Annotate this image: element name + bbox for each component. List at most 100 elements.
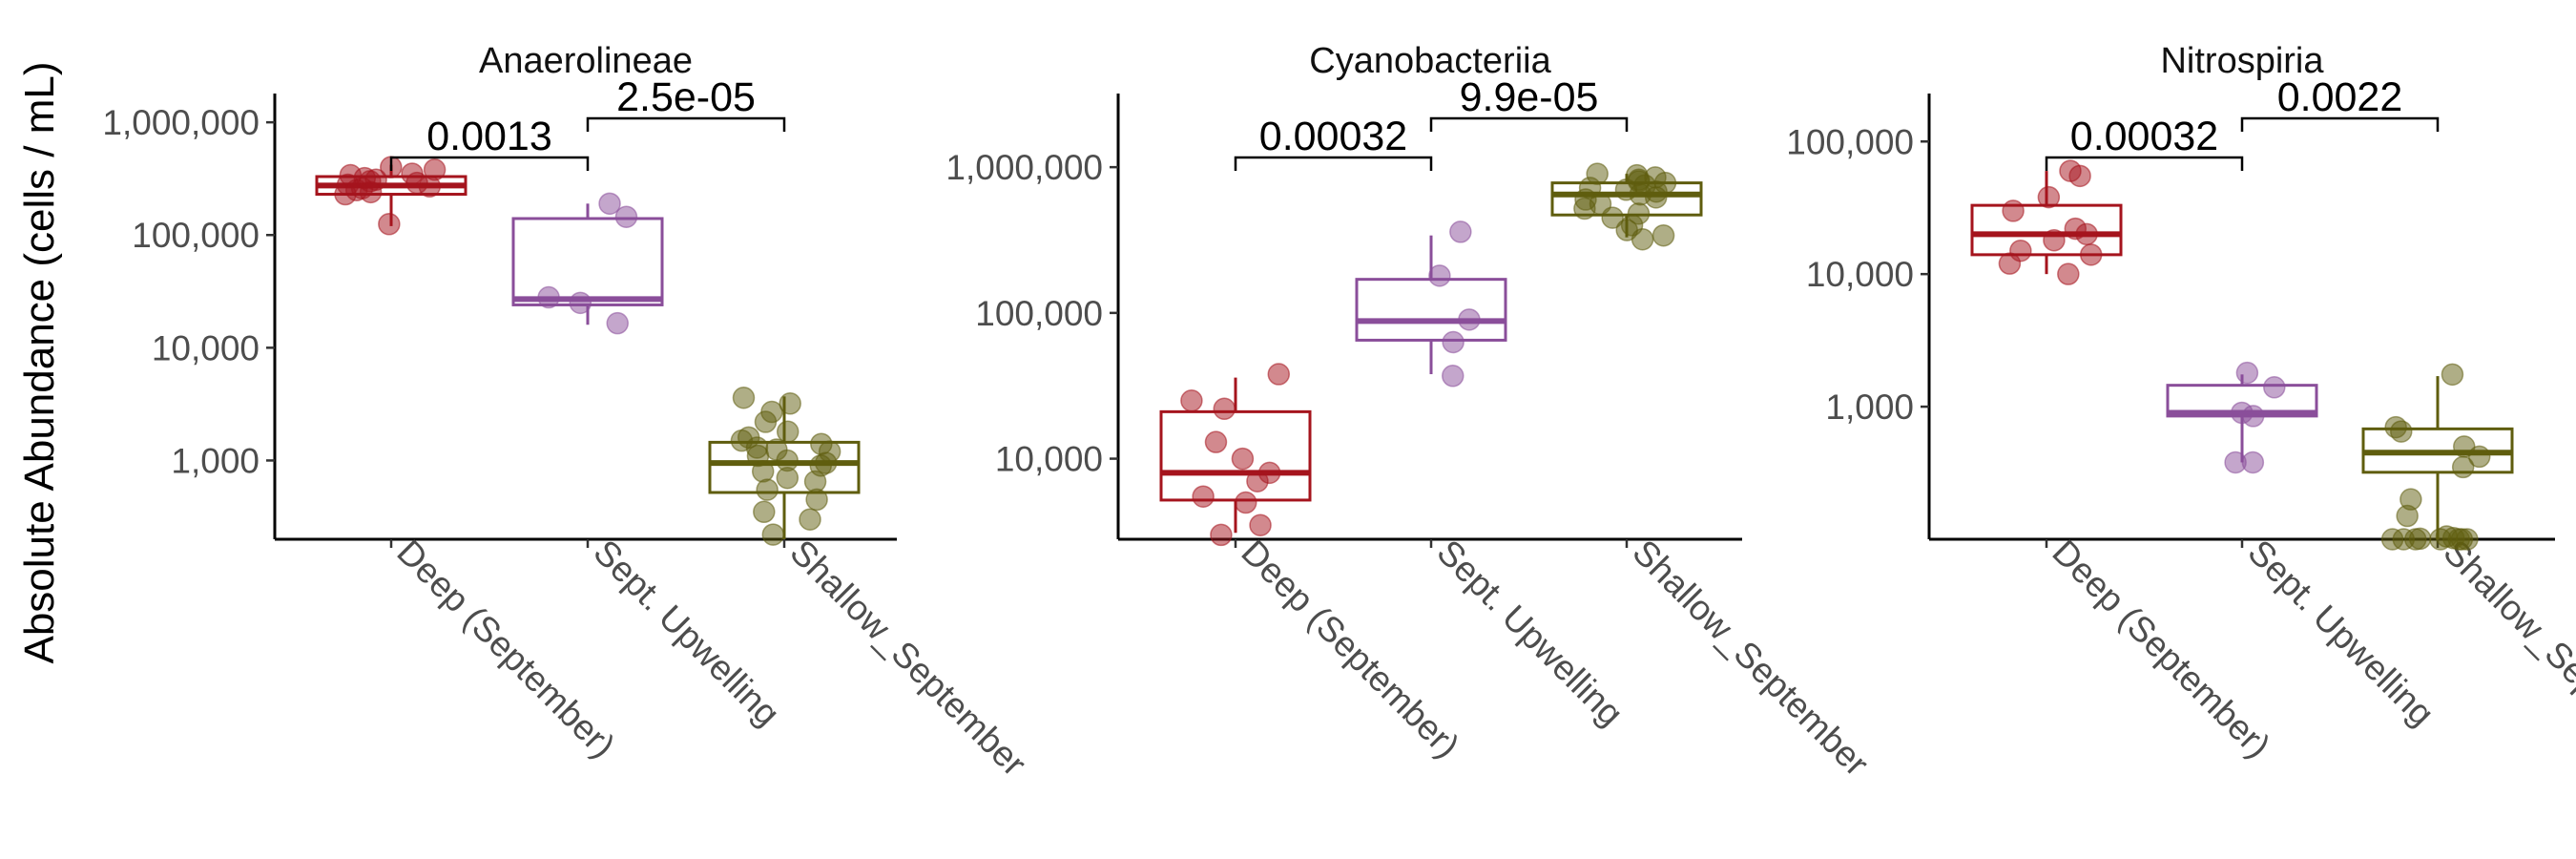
y-tick-label: 10,000 (995, 440, 1103, 479)
data-point (1442, 330, 1465, 354)
p-value-label: 0.00032 (1259, 114, 1407, 159)
significance-bracket: 2.5e-05 (586, 74, 786, 132)
bracket-line (2240, 116, 2440, 132)
bracket-line (1234, 156, 1433, 171)
p-value-label: 2.5e-05 (616, 74, 756, 120)
data-point (1601, 206, 1624, 229)
data-point (1231, 447, 1255, 471)
data-point (2396, 504, 2419, 528)
bracket-line (389, 156, 590, 171)
data-point (2002, 199, 2025, 222)
data-point (359, 180, 383, 204)
data-point (753, 500, 776, 524)
data-point (1267, 363, 1291, 386)
data-point (1449, 220, 1472, 243)
data-point (1234, 491, 1257, 514)
data-point (378, 213, 401, 236)
y-tick-label: 100,000 (975, 294, 1103, 333)
x-tick-label: Sept. Upwelling (1429, 533, 1631, 734)
box-0 (1159, 363, 1312, 547)
y-tick-label: 1,000 (171, 441, 260, 480)
data-point (1249, 513, 1272, 536)
y-axis-label: Absolute Abundance (cells / mL) (16, 61, 63, 663)
data-point (1213, 397, 1236, 421)
data-point (751, 460, 775, 483)
x-tick-label: Shallow_September (1625, 533, 1876, 784)
data-point (2390, 420, 2413, 443)
data-point (1246, 470, 1269, 492)
data-point (1644, 186, 1668, 209)
bracket-line (2045, 156, 2244, 171)
box-iqr (1355, 278, 1507, 342)
panel-title: Nitrospiria (2160, 41, 2324, 81)
data-point (2075, 222, 2098, 246)
data-point (776, 420, 800, 444)
x-tick-label: Sept. Upwelling (586, 533, 787, 734)
panels: Anaerolineae 1,000 10,000 100,000 1,000,000 D… (102, 41, 2576, 784)
panel-anaerolineae: Anaerolineae 1,000 10,000 100,000 1,000,000 D… (102, 41, 1033, 784)
data-point (2404, 528, 2427, 551)
data-point (1573, 197, 1596, 220)
p-value-label: 0.0013 (426, 114, 552, 159)
p-value-label: 9.9e-05 (1460, 74, 1599, 120)
data-point (1442, 365, 1465, 388)
data-point (405, 171, 428, 195)
data-point (2263, 376, 2286, 399)
data-point (598, 192, 621, 216)
data-point (756, 478, 779, 501)
box-1 (511, 192, 664, 335)
data-point (1180, 389, 1203, 412)
x-tick-label: Shallow_September (2436, 533, 2576, 784)
panel-title: Cyanobacteriia (1309, 41, 1551, 81)
box-2 (1550, 162, 1703, 251)
significance-bracket: 0.0022 (2240, 74, 2440, 132)
data-point (1204, 430, 1228, 453)
data-point (2079, 243, 2103, 266)
bracket-line (586, 116, 786, 132)
data-point (2441, 363, 2464, 387)
data-point (2037, 185, 2061, 209)
data-point (606, 311, 629, 335)
data-point (754, 410, 778, 433)
significance-bracket: 9.9e-05 (1429, 74, 1629, 132)
p-value-label: 0.0022 (2277, 74, 2403, 120)
data-point (2429, 528, 2452, 551)
data-point (2467, 445, 2491, 469)
box-2 (708, 387, 861, 546)
data-point (537, 285, 560, 309)
data-point (761, 523, 785, 546)
data-point (614, 205, 638, 228)
data-point (805, 488, 828, 512)
data-point (2451, 455, 2475, 479)
data-point (2235, 361, 2259, 385)
panel-title: Anaerolineae (479, 41, 693, 81)
y-tick-label: 10,000 (152, 328, 260, 367)
y-tick-label: 100,000 (1786, 122, 1914, 161)
panel-cyanobacteriia: Cyanobacteriia 10,000 100,000 1,000,000 Deep… (945, 41, 1876, 784)
p-value-label: 0.00032 (2070, 114, 2218, 159)
x-tick-label: Deep (September) (389, 533, 622, 765)
box-0 (1970, 159, 2123, 285)
data-point (2043, 228, 2066, 252)
data-point (1631, 227, 1654, 251)
data-point (1998, 252, 2022, 275)
data-point (1210, 523, 1233, 547)
data-point (799, 508, 821, 531)
box-1 (2166, 361, 2318, 474)
box-iqr (511, 217, 664, 306)
bracket-line (1429, 116, 1629, 132)
data-point (779, 392, 801, 415)
data-point (776, 466, 800, 490)
data-point (2241, 450, 2265, 474)
panel-nitrospiria: Nitrospiria 1,000 10,000 100,000 Deep (Septe… (1786, 41, 2576, 784)
data-point (2068, 164, 2091, 188)
data-point (1428, 264, 1451, 287)
x-tick-label: Sept. Upwelling (2240, 533, 2441, 734)
data-point (732, 387, 756, 409)
box-2 (2361, 363, 2514, 551)
y-tick-label: 100,000 (132, 216, 260, 255)
significance-bracket: 0.00032 (2045, 114, 2244, 171)
data-point (2241, 405, 2265, 428)
x-tick-label: Shallow_September (782, 533, 1033, 784)
